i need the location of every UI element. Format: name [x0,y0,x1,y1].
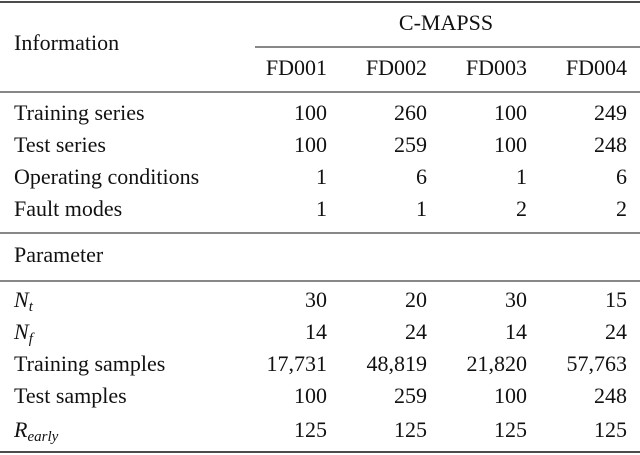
cell: 1 [416,196,427,221]
header-group: C-MAPSS [399,10,493,35]
cell: 100 [494,132,527,157]
row-label: Test samples [14,383,127,408]
row-label: Training samples [14,351,165,376]
row-label: Operating conditions [14,164,199,189]
cell: 248 [594,132,627,157]
cell: 100 [294,132,327,157]
cell: 20 [405,287,427,312]
cell: 259 [394,132,427,157]
cell: 260 [394,100,427,125]
cell: 248 [594,383,627,408]
label-base: N [13,319,30,344]
label-base: R [13,417,28,442]
cell: 1 [316,164,327,189]
cell: 249 [594,100,627,125]
cell: 6 [616,164,627,189]
cell: 30 [505,287,527,312]
row-label: Training series [14,100,145,125]
cell: 1 [316,196,327,221]
cell: 125 [494,417,527,442]
row-label: Fault modes [14,196,122,221]
cell: 24 [405,319,427,344]
cell: 125 [594,417,627,442]
cell: 100 [494,100,527,125]
label-base: N [13,287,30,312]
row-label: Test series [14,132,106,157]
cell: 125 [394,417,427,442]
cell: 21,820 [467,351,528,376]
cell: 259 [394,383,427,408]
cell: 14 [305,319,327,344]
cell: 100 [294,383,327,408]
label-sub: early [27,429,58,445]
cell: 6 [416,164,427,189]
cell: 2 [516,196,527,221]
cell: 100 [494,383,527,408]
cell: 48,819 [367,351,428,376]
cell: 100 [294,100,327,125]
section-title: Parameter [14,242,104,267]
header-info: Information [14,30,119,55]
label-sub: f [29,331,35,347]
row-label: Nt [13,287,34,315]
column-header: FD004 [566,55,627,80]
column-header: FD002 [366,55,427,80]
cell: 15 [605,287,627,312]
row-label: Rearly [13,417,59,445]
cell: 30 [305,287,327,312]
cell: 24 [605,319,627,344]
cell: 17,731 [267,351,328,376]
row-label: Nf [13,319,35,347]
cell: 57,763 [567,351,628,376]
cell: 14 [505,319,527,344]
column-header: FD001 [266,55,327,80]
cell: 1 [516,164,527,189]
label-sub: t [29,299,34,315]
cell: 125 [294,417,327,442]
cell: 2 [616,196,627,221]
column-header: FD003 [466,55,527,80]
